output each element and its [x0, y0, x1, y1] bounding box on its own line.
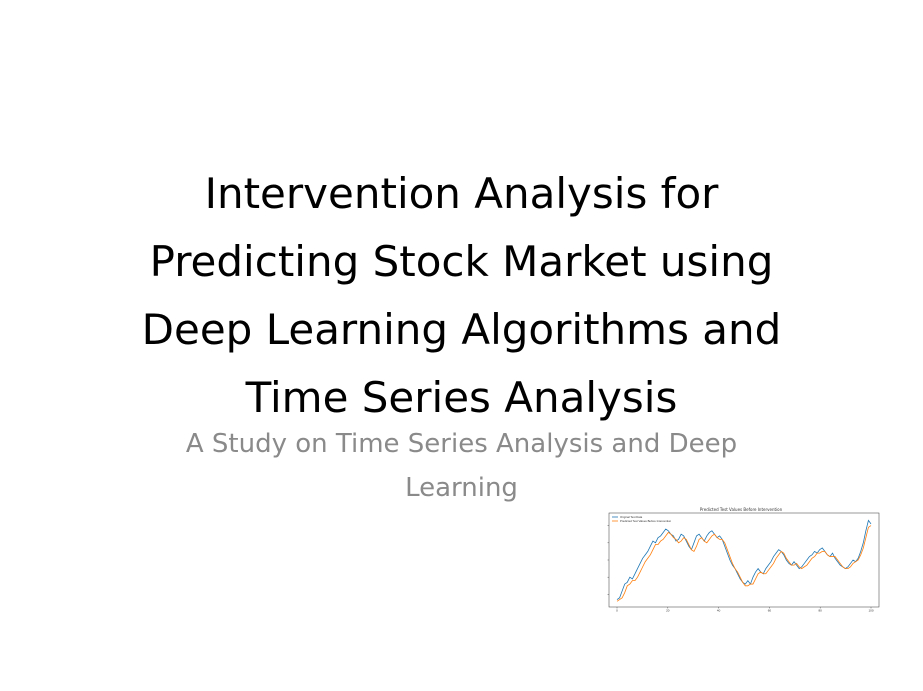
prediction-chart: Predicted Test Values Before Interventio… — [607, 507, 880, 613]
y-axis-ticks — [607, 525, 609, 595]
x-axis-ticks: 0 20 40 60 80 100 — [616, 607, 874, 613]
x-tick-label: 20 — [666, 609, 670, 613]
series-line-predicted — [616, 525, 872, 602]
x-tick-label: 40 — [717, 609, 721, 613]
chart-image: Predicted Test Values Before Interventio… — [591, 505, 882, 613]
slide-title: Intervention Analysis for Predicting Sto… — [141, 169, 782, 422]
x-tick-label: 0 — [616, 609, 618, 613]
x-tick-label: 80 — [819, 609, 823, 613]
x-tick-label: 100 — [868, 609, 873, 613]
x-tick-label: 60 — [768, 609, 772, 613]
series-line-original — [616, 519, 872, 600]
legend-label: Predicted Test Values Before Interventio… — [620, 519, 672, 523]
legend-label: Original Test Data — [620, 515, 643, 519]
chart-title: Predicted Test Values Before Interventio… — [700, 507, 783, 512]
slide-subtitle: A Study on Time Series Analysis and Deep… — [185, 429, 738, 503]
plot-area — [608, 512, 880, 608]
chart-lines — [616, 519, 872, 602]
